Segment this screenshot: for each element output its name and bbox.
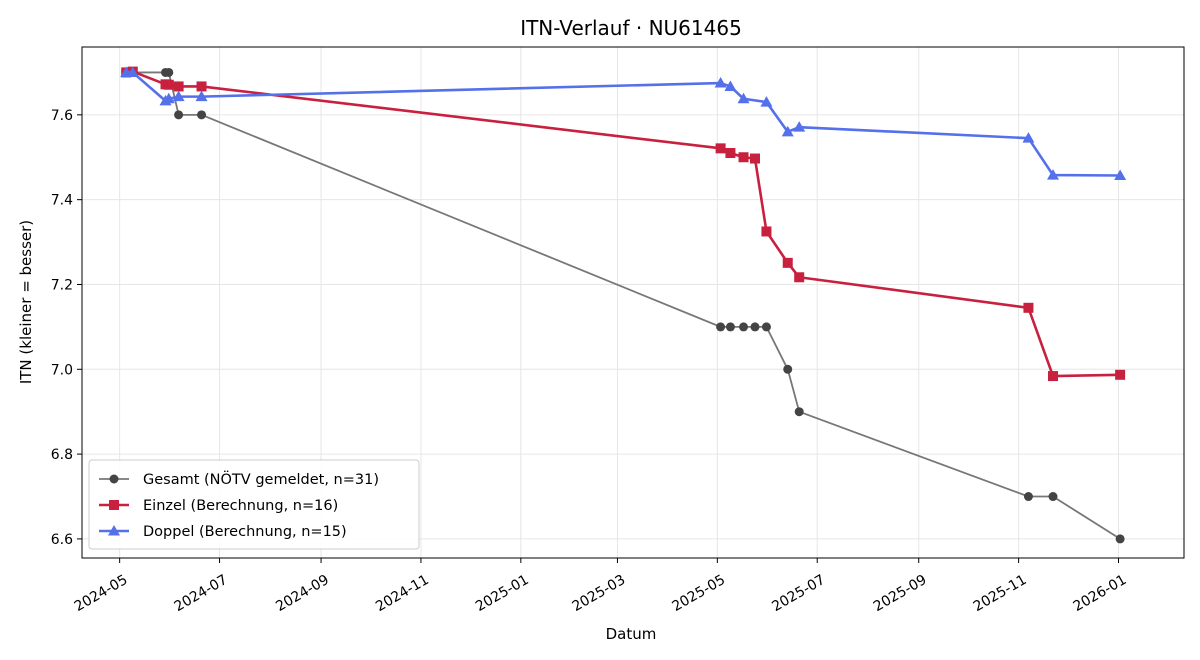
y-tick-label: 7.0	[51, 362, 73, 378]
data-point	[794, 272, 805, 283]
legend: Gesamt (NÖTV gemeldet, n=31) Einzel (Bere…	[88, 459, 420, 550]
data-point	[760, 96, 773, 107]
data-point	[781, 125, 794, 137]
chart-title: ITN-Verlauf · NU61465	[520, 16, 742, 40]
data-point	[1048, 371, 1059, 382]
data-point	[737, 92, 750, 104]
plot-frame	[81, 46, 1185, 559]
data-point	[750, 322, 760, 332]
data-point	[1048, 492, 1058, 502]
legend-item: Doppel (Berechnung, n=15)	[99, 524, 347, 540]
data-point	[725, 148, 736, 159]
data-point	[1022, 132, 1035, 143]
legend-label: Doppel (Berechnung, n=15)	[143, 524, 347, 540]
data-point	[1047, 169, 1060, 180]
data-point	[782, 257, 793, 268]
legend-item: Einzel (Berechnung, n=16)	[99, 498, 338, 514]
legend-label: Einzel (Berechnung, n=16)	[143, 498, 338, 514]
data-point	[126, 66, 139, 77]
data-point	[761, 322, 771, 332]
legend-box	[88, 459, 420, 550]
data-point	[1023, 492, 1033, 502]
data-point	[172, 90, 185, 102]
legend-marker	[109, 474, 119, 484]
data-point	[1115, 534, 1125, 544]
data-point	[715, 143, 726, 154]
legend-item: Gesamt (NÖTV gemeldet, n=31)	[99, 470, 379, 488]
data-point	[725, 322, 735, 332]
data-point	[714, 77, 727, 88]
data-point	[793, 121, 806, 132]
data-point	[749, 153, 760, 164]
data-point	[164, 67, 174, 77]
data-point	[163, 79, 174, 90]
data-point	[174, 110, 184, 120]
data-point	[783, 364, 793, 374]
data-point	[197, 110, 207, 120]
y-tick-label: 6.8	[51, 447, 73, 463]
data-point	[196, 81, 207, 92]
series-layer	[120, 66, 1127, 544]
x-axis-label: Datum	[606, 625, 657, 643]
y-tick-label: 7.6	[51, 108, 73, 124]
y-tick-label: 6.6	[51, 532, 73, 548]
y-axis-label: ITN (kleiner = besser)	[17, 220, 35, 384]
data-point	[1115, 369, 1126, 380]
data-point	[739, 322, 749, 332]
data-point	[195, 90, 208, 102]
legend-marker	[108, 525, 120, 536]
data-point	[716, 322, 726, 332]
data-point	[724, 80, 737, 91]
data-point	[1114, 169, 1127, 180]
data-point	[794, 407, 804, 417]
data-point	[1023, 302, 1034, 313]
legend-label: Gesamt (NÖTV gemeldet, n=31)	[143, 470, 379, 488]
data-point	[173, 81, 184, 92]
data-point	[761, 226, 772, 237]
series-2	[120, 66, 1127, 180]
data-point	[738, 152, 749, 163]
y-tick-label: 7.4	[51, 193, 73, 209]
legend-marker	[109, 500, 119, 510]
y-tick-label: 7.2	[51, 277, 73, 293]
data-point	[162, 92, 175, 104]
